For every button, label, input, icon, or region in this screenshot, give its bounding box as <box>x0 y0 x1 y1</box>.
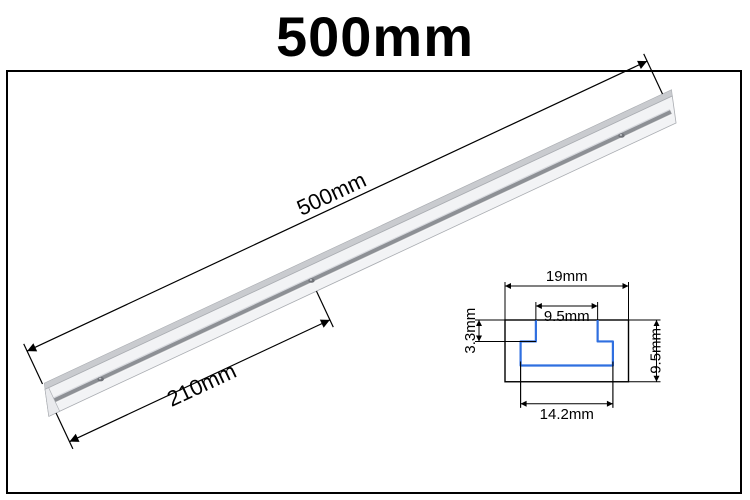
cs-dimension-label: 9.5mm <box>648 328 665 374</box>
diagram-svg: 210mm 500mm 19mm 9.5mm 14.2mm 9.5mm 3.3mm <box>0 0 750 500</box>
cs-dimension-label: 9.5mm <box>544 308 590 325</box>
cs-dimension-label: 14.2mm <box>540 406 594 423</box>
cs-dimension-label: 19mm <box>546 268 588 285</box>
diagram-canvas: 500mm 210mm 500mm 19mm 9.5mm 14.2mm 9.5mm 3.3… <box>0 0 750 500</box>
cs-slot-profile <box>521 320 613 366</box>
cs-outer-rect <box>505 320 629 382</box>
dimension-label: 210mm <box>163 358 240 412</box>
dimension-label: 500mm <box>293 167 370 221</box>
cross-section-graphic: 19mm 9.5mm 14.2mm 9.5mm 3.3mm <box>462 268 665 423</box>
rail-graphic <box>44 90 676 417</box>
cs-dimension-label: 3.3mm <box>462 308 479 354</box>
